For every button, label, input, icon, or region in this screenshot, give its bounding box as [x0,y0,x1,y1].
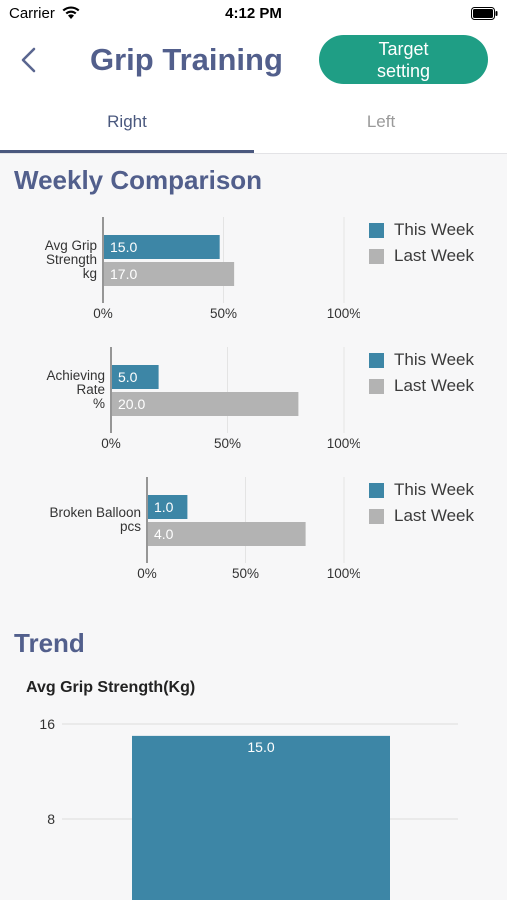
y-tick-label: 16 [39,716,55,732]
legend-item: This Week [369,349,499,375]
bar [112,392,299,416]
x-tick-label: 100% [327,436,360,451]
achieving-rate-chart: Achieving Rate% 5.0 20.0 0% 50% 100% This Week… [0,343,507,473]
battery-icon [471,7,498,20]
target-setting-button[interactable]: Target setting [319,35,488,84]
bar-value-label: 15.0 [247,739,274,755]
bar-value-label: 4.0 [154,526,174,542]
tab-left[interactable]: Left [366,112,396,131]
x-tick-label: 100% [327,566,360,581]
legend-label: This Week [394,480,474,499]
legend-swatch [369,379,384,394]
category-label: % [93,396,105,411]
x-tick-label: 50% [210,306,237,321]
legend-label: Last Week [394,376,475,395]
legend-swatch [369,483,384,498]
bar [132,735,390,900]
category-label: Strength [46,252,97,267]
legend-label: Last Week [394,506,475,525]
legend-label: This Week [394,350,474,369]
clock: 4:12 PM [225,5,282,22]
target-setting-label: Target setting [376,39,431,81]
trend-title: Trend [14,628,85,658]
bar [148,495,188,519]
category-label: Rate [76,382,105,397]
nav-header: Grip Training Target setting [0,28,507,98]
chart-legend: This Week Last Week [369,479,499,531]
x-tick-label: 50% [232,566,259,581]
page-title: Grip Training [90,42,283,77]
y-tick-label: 8 [47,811,55,827]
broken-balloon-chart: Broken Balloon pcs 1.0 4.0 0% 50% 100% This We… [0,473,507,603]
bar-value-label: 20.0 [118,396,145,412]
hand-tabs: Right Left [0,98,507,154]
carrier-label: Carrier [9,5,55,22]
legend-item: This Week [369,219,499,245]
x-tick-label: 50% [214,436,241,451]
category-label: Broken Balloon [49,505,141,520]
legend-label: Last Week [394,246,475,265]
grip-strength-chart: Avg Grip Strength kg 15.0 17.0 0% 50% 100% This… [0,213,507,343]
legend-item: Last Week [369,245,499,271]
legend-item: Last Week [369,505,499,531]
bar [104,235,220,259]
category-label: kg [83,266,97,281]
bar [112,365,159,389]
chart-legend: This Week Last Week [369,219,499,271]
active-tab-indicator [0,150,254,153]
bar-value-label: 17.0 [110,266,137,282]
back-button[interactable] [14,42,44,78]
bar [148,522,306,546]
chevron-left-icon [21,47,36,73]
weekly-comparison-title: Weekly Comparison [14,165,263,195]
bar-value-label: 1.0 [154,499,174,515]
x-tick-label: 0% [93,306,113,321]
legend-item: This Week [369,479,499,505]
bar [104,262,235,286]
legend-swatch [369,509,384,524]
chart-legend: This Week Last Week [369,349,499,401]
legend-swatch [369,223,384,238]
x-tick-label: 100% [327,306,360,321]
category-label: pcs [120,519,141,534]
x-tick-label: 0% [137,566,157,581]
status-bar: Carrier 4:12 PM [0,0,507,28]
tab-right[interactable]: Right [107,112,147,131]
legend-label: This Week [394,220,474,239]
legend-swatch [369,249,384,264]
wifi-icon [62,6,80,19]
x-tick-label: 0% [101,436,121,451]
legend-swatch [369,353,384,368]
trend-chart-title: Avg Grip Strength(Kg) [26,679,196,696]
legend-item: Last Week [369,375,499,401]
bar-value-label: 5.0 [118,369,138,385]
bar-value-label: 15.0 [110,239,137,255]
category-label: Avg Grip [45,238,97,253]
category-label: Achieving [46,368,105,383]
trend-chart: 16 8 15.0 [39,716,458,900]
